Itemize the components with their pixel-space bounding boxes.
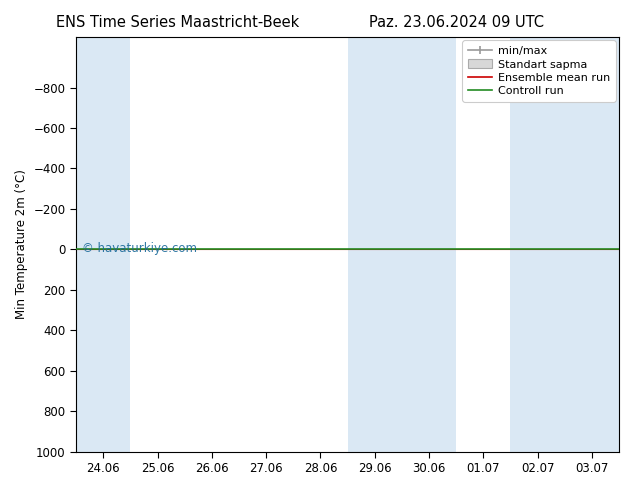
Text: ENS Time Series Maastricht-Beek: ENS Time Series Maastricht-Beek	[56, 15, 299, 30]
Text: © havaturkiye.com: © havaturkiye.com	[82, 242, 197, 255]
Bar	[565, 37, 619, 452]
Text: Paz. 23.06.2024 09 UTC: Paz. 23.06.2024 09 UTC	[369, 15, 544, 30]
Legend: min/max, Standart sapma, Ensemble mean run, Controll run: min/max, Standart sapma, Ensemble mean r…	[462, 40, 616, 101]
Bar	[76, 37, 131, 452]
Bar	[402, 37, 456, 452]
Y-axis label: Min Temperature 2m (°C): Min Temperature 2m (°C)	[15, 170, 28, 319]
Bar	[347, 37, 402, 452]
Bar	[510, 37, 565, 452]
